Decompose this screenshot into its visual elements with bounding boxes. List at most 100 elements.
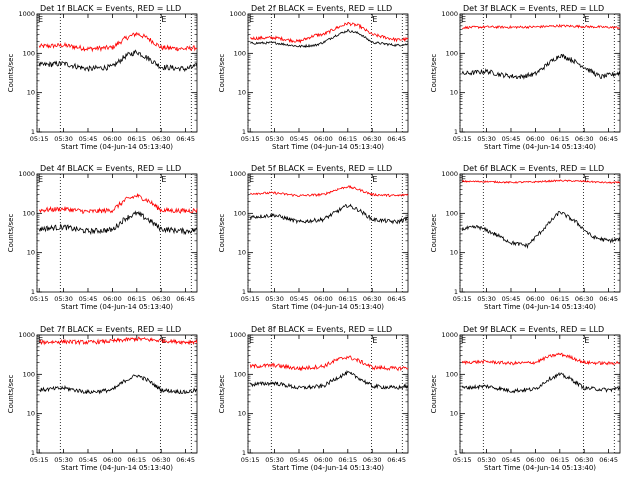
y-tick-label: 100 [234, 209, 246, 217]
events-series-line [249, 29, 409, 49]
plot-frame [247, 13, 409, 133]
lld-series-line [39, 336, 198, 346]
event-marker: E [161, 15, 166, 24]
lld-series-line [250, 21, 409, 44]
event-marker: E [249, 15, 254, 24]
y-tick-label: 10 [450, 249, 458, 257]
x-tick-label: 06:30 [575, 456, 594, 464]
x-tick-label: 06:45 [176, 456, 195, 464]
x-axis-label: Start Time (04-Jun-14 05:13:40) [484, 143, 596, 151]
x-tick-label: 06:30 [575, 135, 594, 143]
panel-title: Det 3f BLACK = Events, RED = LLD [463, 4, 604, 13]
x-tick-label: 05:30 [265, 456, 284, 464]
x-tick-label: 05:45 [79, 135, 98, 143]
x-axis-label: Start Time (04-Jun-14 05:13:40) [272, 303, 384, 311]
x-tick-label: 06:15 [338, 135, 357, 143]
y-tick-label: 1 [454, 128, 458, 136]
events-series-line [38, 49, 198, 73]
x-tick-label: 05:15 [30, 135, 49, 143]
x-tick-label: 05:15 [241, 456, 260, 464]
x-tick-label: 05:30 [265, 135, 284, 143]
x-tick-label: 05:45 [79, 456, 98, 464]
x-tick-label: 06:30 [152, 295, 171, 303]
x-tick-label: 05:15 [30, 295, 49, 303]
x-tick-label: 06:15 [338, 456, 357, 464]
y-tick-label: 100 [23, 209, 35, 217]
x-tick-label: 06:00 [103, 135, 122, 143]
x-tick-label: 06:45 [176, 295, 195, 303]
y-tick-label: 1000 [441, 10, 458, 18]
x-tick-label: 06:45 [599, 295, 618, 303]
x-tick-label: 05:30 [54, 295, 73, 303]
panel-3: Det 3f BLACK = Events, RED = LLD E E 1 10 100… [430, 4, 621, 151]
x-tick-label: 05:45 [290, 295, 309, 303]
y-tick-label: 1 [31, 128, 35, 136]
y-tick-label: 100 [446, 49, 458, 57]
x-tick-label: 06:15 [127, 135, 146, 143]
plot-frame [36, 173, 198, 293]
event-marker: E [249, 336, 254, 345]
y-tick-label: 10 [450, 89, 458, 97]
y-tick-label: 1000 [229, 10, 246, 18]
x-tick-label: 06:15 [550, 135, 569, 143]
panel-title: Det 2f BLACK = Events, RED = LLD [251, 4, 392, 13]
x-tick-label: 05:30 [54, 456, 73, 464]
lld-series-line [461, 179, 621, 184]
panel-title: Det 8f BLACK = Events, RED = LLD [251, 325, 392, 334]
x-tick-label: 06:30 [152, 456, 171, 464]
y-axis-label: Counts/sec [430, 54, 438, 93]
y-axis-label: Counts/sec [218, 54, 226, 93]
x-tick-label: 06:00 [314, 456, 333, 464]
x-axis-label: Start Time (04-Jun-14 05:13:40) [272, 464, 384, 472]
event-marker: E [372, 175, 377, 184]
events-series-line [38, 210, 198, 236]
x-tick-label: 06:30 [363, 295, 382, 303]
panel-9: Det 9f BLACK = Events, RED = LLD E E 1 10 100… [430, 325, 621, 472]
x-tick-label: 05:15 [453, 456, 472, 464]
panel-2: Det 2f BLACK = Events, RED = LLD E E 1 10 100… [218, 4, 409, 151]
x-tick-label: 05:45 [502, 456, 521, 464]
event-marker: E [461, 175, 466, 184]
y-tick-label: 10 [450, 410, 458, 418]
y-axis-label: Counts/sec [218, 375, 226, 414]
y-tick-label: 10 [27, 249, 35, 257]
x-axis-label: Start Time (04-Jun-14 05:13:40) [61, 464, 173, 472]
event-marker: E [372, 15, 377, 24]
x-tick-label: 06:45 [176, 135, 195, 143]
x-axis-label: Start Time (04-Jun-14 05:13:40) [61, 303, 173, 311]
events-series-line [38, 374, 198, 395]
panel-5: Det 5f BLACK = Events, RED = LLD E E 1 10 100… [218, 164, 409, 311]
y-tick-label: 1 [454, 288, 458, 296]
plot-frame [247, 334, 409, 454]
x-tick-label: 05:45 [502, 135, 521, 143]
x-tick-label: 05:15 [241, 135, 260, 143]
y-axis-label: Counts/sec [7, 54, 15, 93]
x-tick-label: 06:15 [550, 456, 569, 464]
panel-title: Det 9f BLACK = Events, RED = LLD [463, 325, 604, 334]
x-tick-label: 05:15 [453, 295, 472, 303]
y-tick-label: 1 [242, 449, 246, 457]
lld-series-line [249, 355, 409, 372]
y-tick-label: 10 [238, 410, 246, 418]
y-tick-label: 100 [234, 370, 246, 378]
event-marker: E [584, 15, 589, 24]
x-tick-label: 05:15 [241, 295, 260, 303]
panel-title: Det 4f BLACK = Events, RED = LLD [40, 164, 181, 173]
x-tick-label: 05:30 [477, 135, 496, 143]
x-tick-label: 05:45 [502, 295, 521, 303]
y-tick-label: 1 [454, 449, 458, 457]
event-marker: E [161, 175, 166, 184]
events-series-line [249, 203, 409, 225]
x-tick-label: 05:30 [265, 295, 284, 303]
plot-frame [459, 173, 621, 293]
panel-title: Det 1f BLACK = Events, RED = LLD [40, 4, 181, 13]
x-axis-label: Start Time (04-Jun-14 05:13:40) [61, 143, 173, 151]
y-tick-label: 1000 [18, 10, 35, 18]
event-marker: E [372, 336, 377, 345]
y-axis-label: Counts/sec [7, 214, 15, 253]
x-tick-label: 05:30 [54, 135, 73, 143]
panel-4: Det 4f BLACK = Events, RED = LLD E E 1 10 100… [7, 164, 198, 311]
x-tick-label: 05:45 [79, 295, 98, 303]
